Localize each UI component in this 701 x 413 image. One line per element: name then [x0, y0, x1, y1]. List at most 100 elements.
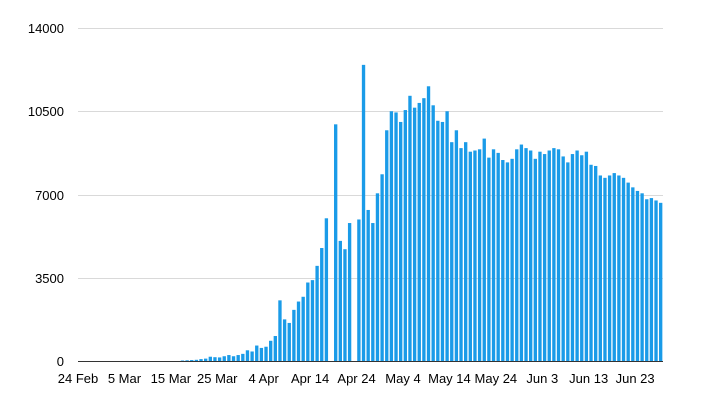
- bar-106: [571, 154, 574, 361]
- bar-119: [631, 187, 634, 361]
- bar-56: [339, 241, 342, 361]
- bar-34: [237, 355, 240, 361]
- bar-83: [464, 142, 467, 361]
- bar-109: [585, 152, 588, 361]
- bar-37: [250, 351, 253, 361]
- bar-121: [640, 193, 643, 361]
- bar-87: [483, 139, 486, 361]
- bar-97: [529, 151, 532, 362]
- bar-113: [603, 178, 606, 361]
- x-tick-label-jun-23: Jun 23: [616, 371, 655, 386]
- bar-85: [473, 151, 476, 362]
- bar-75: [427, 86, 430, 361]
- y-tick-label-0: 0: [57, 354, 64, 369]
- bar-46: [292, 310, 295, 361]
- bar-77: [436, 121, 439, 361]
- bar-118: [627, 183, 630, 361]
- x-tick-label-15-mar: 15 Mar: [151, 371, 192, 386]
- bar-50: [311, 280, 314, 361]
- y-tick-label-3500: 3500: [35, 271, 64, 286]
- bar-100: [543, 154, 546, 361]
- bar-63: [371, 223, 374, 361]
- bar-41: [269, 341, 272, 361]
- bar-57: [343, 249, 346, 361]
- bar-31: [223, 356, 226, 361]
- bar-120: [636, 191, 639, 361]
- bar-71: [408, 96, 411, 361]
- bar-44: [283, 319, 286, 361]
- bar-125: [659, 203, 662, 361]
- bar-48: [302, 297, 305, 361]
- x-tick-label-4-apr: 4 Apr: [249, 371, 280, 386]
- bar-61: [362, 65, 365, 361]
- bar-89: [492, 149, 495, 361]
- bar-36: [246, 350, 249, 361]
- y-tick-label-7000: 7000: [35, 188, 64, 203]
- x-tick-label-25-mar: 25 Mar: [197, 371, 238, 386]
- bar-88: [487, 158, 490, 361]
- bar-92: [506, 162, 509, 361]
- bar-73: [418, 103, 421, 361]
- bar-84: [469, 152, 472, 361]
- bar-69: [399, 122, 402, 361]
- bar-116: [617, 175, 620, 361]
- bar-51: [315, 266, 318, 361]
- bar-76: [432, 105, 435, 361]
- bar-28: [209, 357, 212, 361]
- bar-91: [501, 160, 504, 361]
- bar-99: [538, 152, 541, 361]
- bar-115: [613, 173, 616, 361]
- y-tick-label-14000: 14000: [28, 21, 64, 36]
- y-axis-labels: 0350070001050014000: [28, 21, 64, 369]
- bar-114: [608, 175, 611, 361]
- bar-35: [241, 354, 244, 361]
- bar-68: [394, 112, 397, 361]
- bar-124: [654, 200, 657, 361]
- bar-80: [450, 142, 453, 361]
- x-tick-label-may-4: May 4: [385, 371, 420, 386]
- bar-108: [580, 155, 583, 361]
- bar-66: [385, 130, 388, 361]
- bar-111: [594, 166, 597, 361]
- bar-45: [288, 323, 291, 361]
- x-tick-label-jun-3: Jun 3: [526, 371, 558, 386]
- bar-60: [357, 219, 360, 361]
- bar-81: [455, 130, 458, 361]
- bar-55: [334, 124, 337, 361]
- bar-104: [562, 156, 565, 361]
- bar-47: [297, 302, 300, 361]
- x-tick-label-apr-24: Apr 24: [337, 371, 375, 386]
- bar-58: [348, 223, 351, 361]
- bar-105: [566, 162, 569, 361]
- bar-93: [510, 159, 513, 361]
- bar-102: [552, 148, 555, 361]
- bar-74: [422, 98, 425, 361]
- bar-39: [260, 348, 263, 361]
- bar-72: [413, 108, 416, 361]
- bar-78: [441, 122, 444, 361]
- bar-43: [278, 300, 281, 361]
- bar-94: [515, 149, 518, 361]
- x-axis-labels: 24 Feb5 Mar15 Mar25 Mar4 AprApr 14Apr 24…: [58, 371, 655, 386]
- bar-107: [575, 151, 578, 362]
- bar-117: [622, 178, 625, 361]
- bar-95: [520, 145, 523, 361]
- bar-112: [599, 175, 602, 361]
- bar-32: [227, 355, 230, 361]
- bar-40: [264, 347, 267, 361]
- bar-67: [390, 111, 393, 361]
- bar-82: [459, 148, 462, 361]
- x-tick-label-5-mar: 5 Mar: [108, 371, 142, 386]
- bar-30: [218, 357, 221, 361]
- bar-53: [325, 218, 328, 361]
- bar-25: [195, 360, 198, 361]
- bar-62: [367, 210, 370, 361]
- bar-24: [190, 360, 193, 361]
- bars: [181, 65, 663, 361]
- bar-98: [534, 159, 537, 361]
- bar-110: [589, 165, 592, 361]
- bar-90: [497, 153, 500, 361]
- x-tick-label-jun-13: Jun 13: [569, 371, 608, 386]
- bar-96: [524, 148, 527, 361]
- x-tick-label-may-24: May 24: [475, 371, 518, 386]
